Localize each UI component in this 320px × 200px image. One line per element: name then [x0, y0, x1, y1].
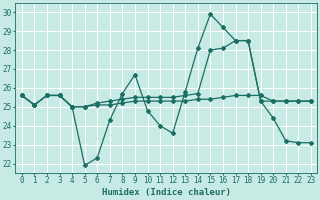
X-axis label: Humidex (Indice chaleur): Humidex (Indice chaleur): [102, 188, 231, 197]
